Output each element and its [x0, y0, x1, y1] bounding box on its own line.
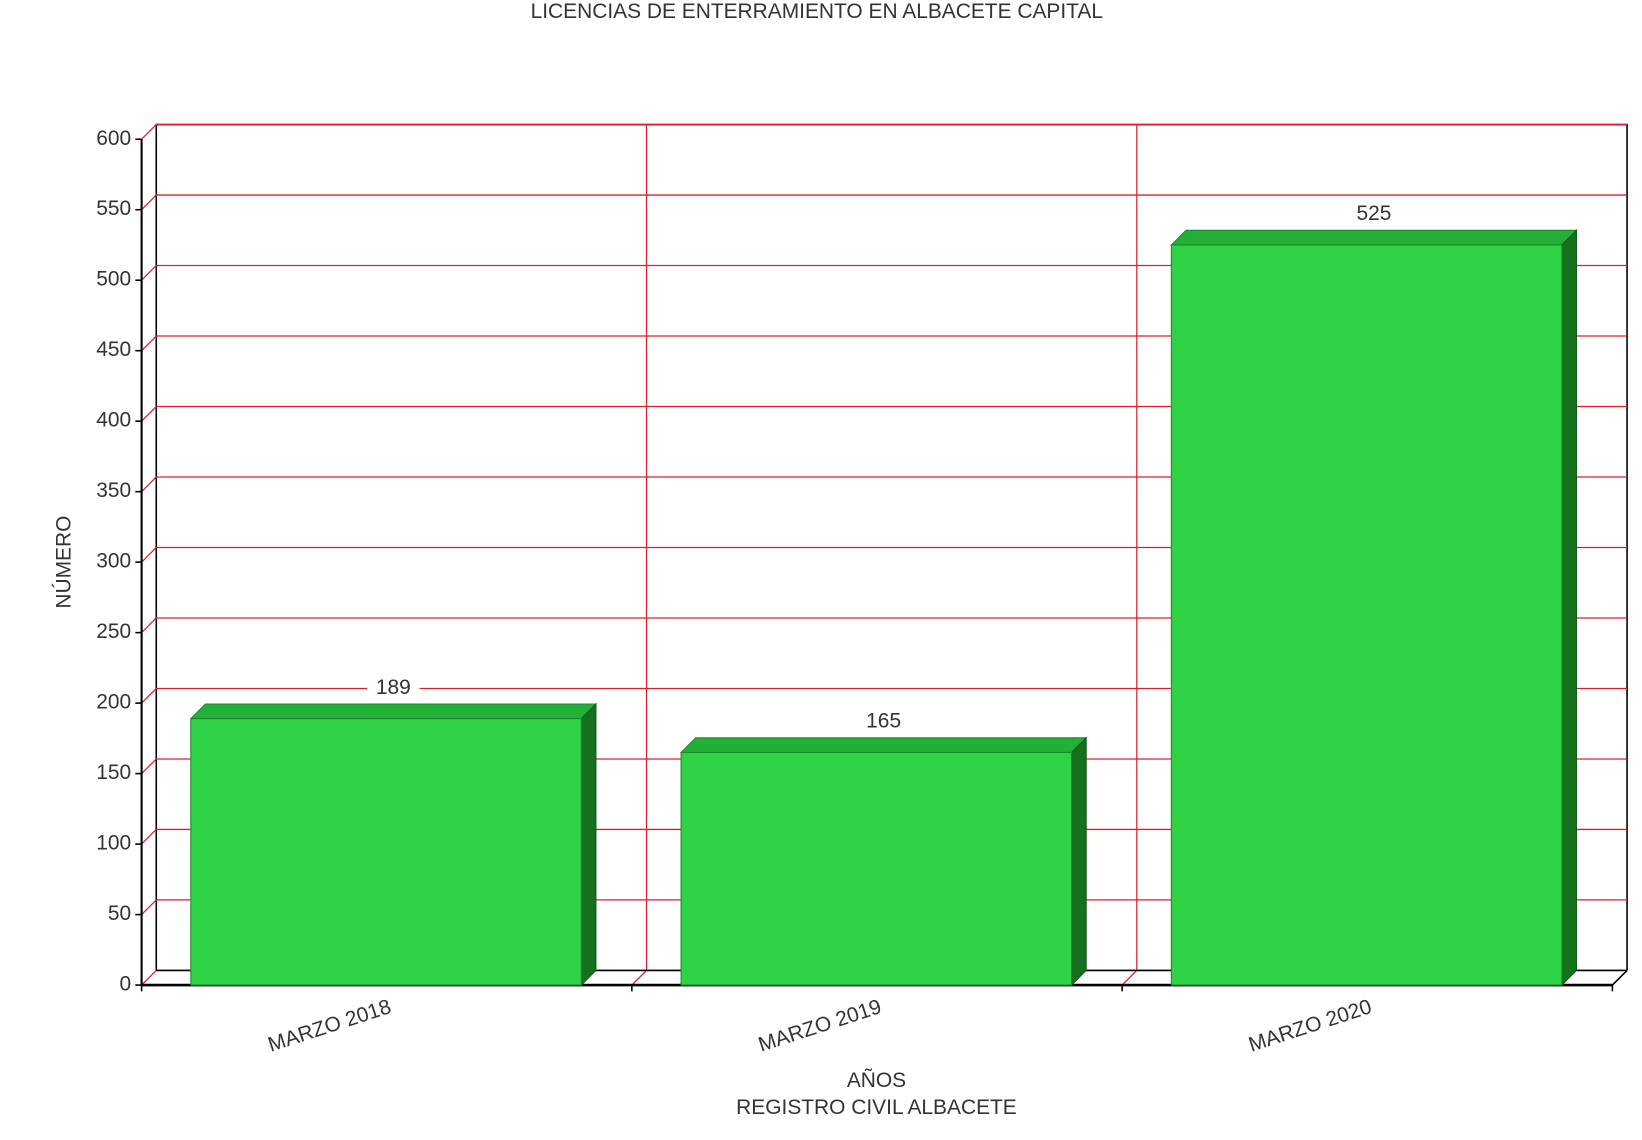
y-tick-label: 150	[96, 761, 131, 784]
bar-top	[189, 703, 598, 720]
grid-line-side	[141, 828, 157, 845]
grid-line-side	[141, 194, 157, 211]
chart-title: LICENCIAS DE ENTERRAMIENTO EN ALBACETE C…	[531, 0, 1103, 23]
y-tick-label: 300	[96, 550, 131, 573]
grid-line-side	[141, 476, 157, 493]
bar-side	[1561, 229, 1577, 987]
bar-top	[679, 737, 1088, 753]
y-tick-label: 550	[96, 197, 131, 220]
y-tick-label: 600	[96, 127, 131, 150]
bar-side	[580, 702, 597, 987]
x-tick-label: MARZO 2019	[756, 995, 885, 1056]
bar-top	[1170, 229, 1578, 246]
grid-line-side	[141, 265, 157, 281]
bar-side	[1071, 736, 1087, 987]
bar	[1170, 244, 1563, 986]
bar	[190, 718, 582, 986]
grid-line-side	[141, 758, 157, 775]
value-label-bg	[367, 674, 420, 702]
floor-divider	[1121, 969, 1138, 986]
y-tick-label: 450	[96, 338, 131, 361]
grid-line-side	[141, 406, 157, 422]
y-tick-label: 350	[96, 479, 131, 502]
grid-line-side	[141, 688, 157, 704]
value-label: 165	[866, 710, 901, 733]
floor-divider	[631, 969, 647, 986]
value-label: 525	[1356, 202, 1391, 225]
y-tick-label: 200	[96, 691, 131, 714]
source: REGISTRO CIVIL ALBACETE	[736, 1096, 1017, 1119]
grid-line-side	[141, 617, 157, 634]
x-tick-label: MARZO 2018	[265, 995, 394, 1056]
grid-line-side	[141, 899, 157, 916]
floor-right	[1611, 969, 1628, 986]
grid-line-side	[141, 547, 157, 563]
bar-group	[1170, 229, 1578, 987]
y-tick-label: 500	[96, 268, 131, 291]
value-label-bg	[857, 708, 910, 736]
grid-line-side	[141, 335, 157, 352]
value-label-bg	[1347, 200, 1401, 229]
bar	[680, 751, 1073, 986]
y-tick-label: 250	[96, 620, 131, 643]
x-axis-title: AÑOS	[847, 1068, 906, 1092]
bar-group	[679, 736, 1088, 987]
grid-line-side	[141, 124, 157, 140]
y-tick-label: 50	[108, 902, 131, 925]
x-tick-label: MARZO 2020	[1246, 995, 1375, 1056]
y-tick-label: 400	[96, 409, 131, 432]
grid-line-side	[141, 969, 157, 986]
bar-group	[189, 702, 598, 987]
y-axis-title: NÚMERO	[53, 516, 76, 609]
y-tick-label: 100	[96, 832, 131, 855]
y-tick-label: 0	[119, 973, 131, 996]
value-label: 189	[376, 676, 411, 699]
